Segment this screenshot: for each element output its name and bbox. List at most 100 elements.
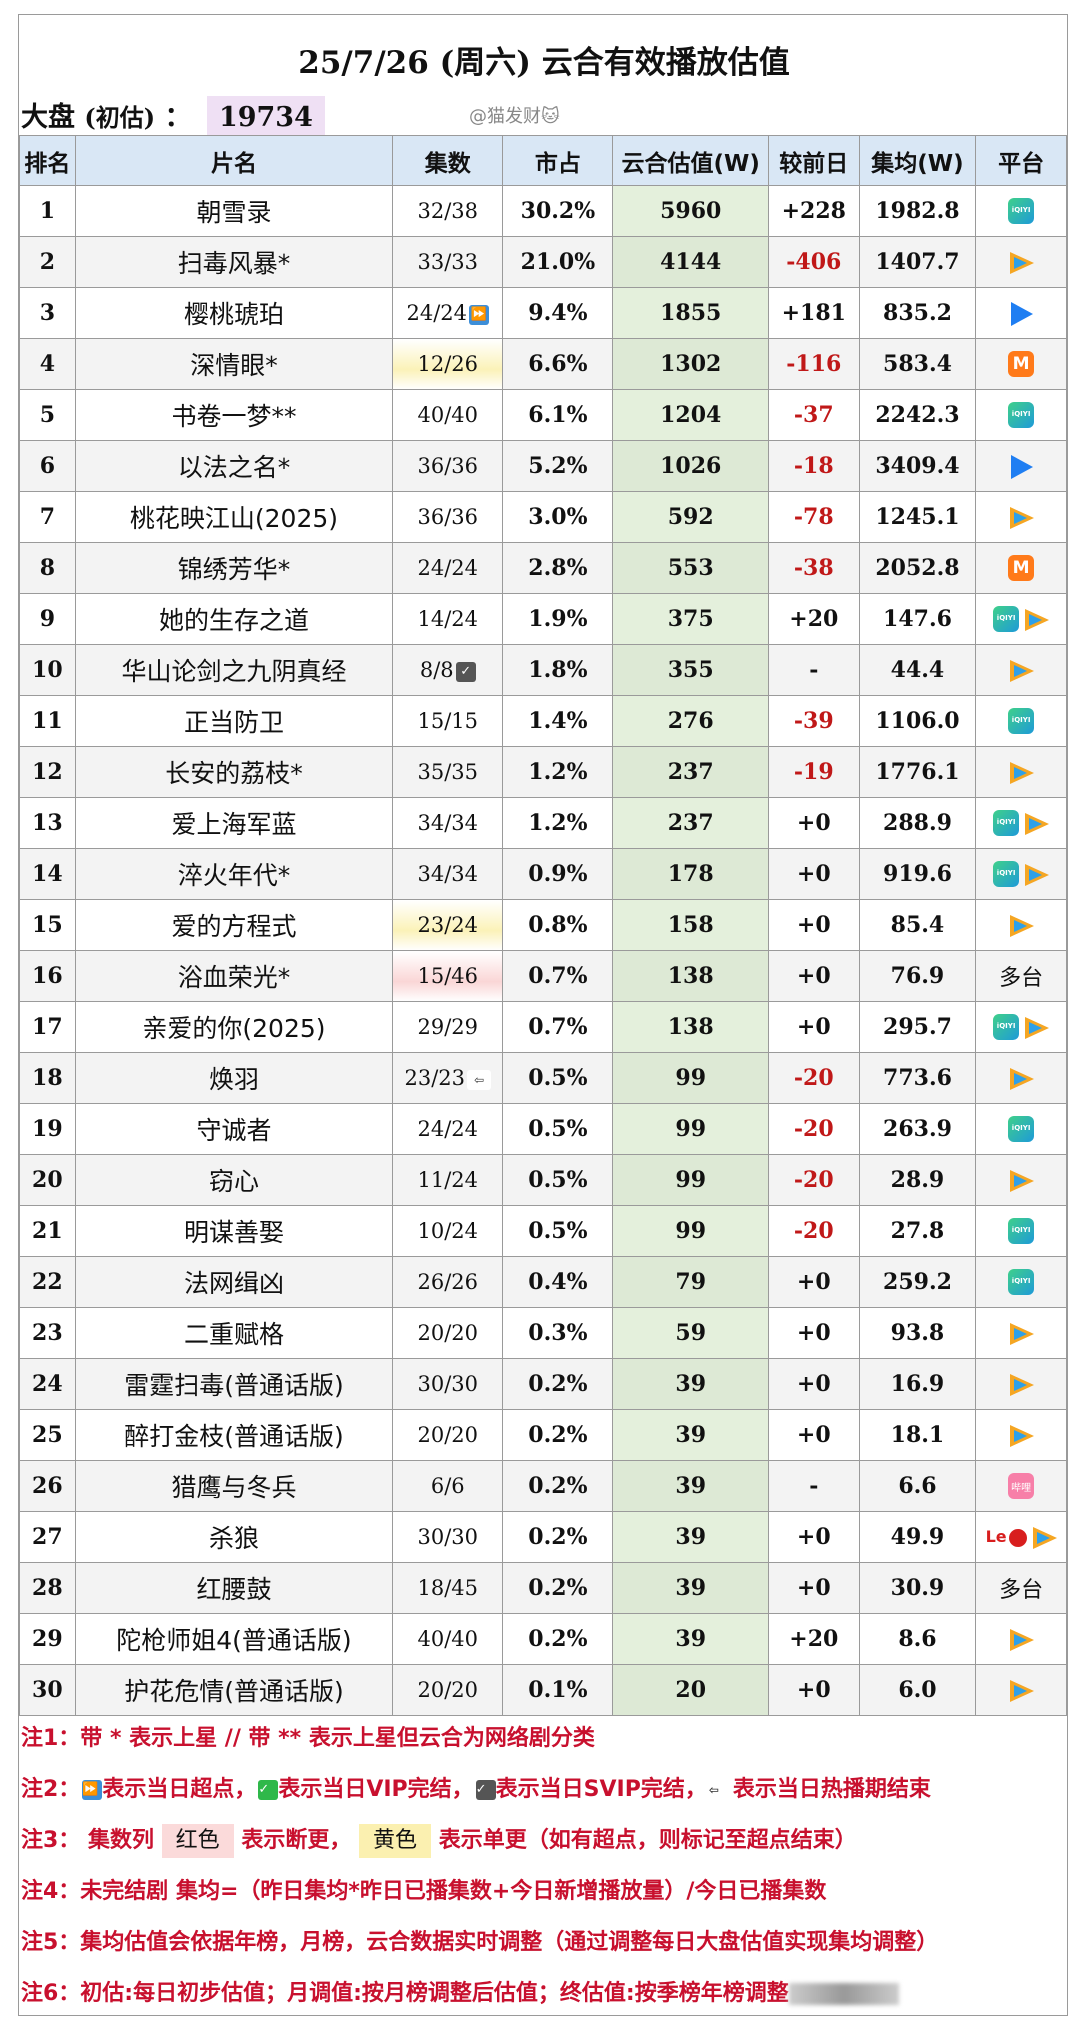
avg-cell: 1776.1 xyxy=(858,746,977,798)
share-cell: 1.8% xyxy=(502,644,614,696)
share-cell: 5.2% xyxy=(502,440,614,492)
table-row: 9 她的生存之道 14/24 1.9% 375 +20 147.6 xyxy=(19,593,1067,645)
episodes-cell: 34/34 xyxy=(392,797,504,849)
market-label: 大盘 xyxy=(21,102,75,133)
title-cell: 浴血荣光* xyxy=(74,950,394,1002)
change-cell: +20 xyxy=(767,1613,860,1665)
change-cell: -37 xyxy=(767,389,860,441)
estimate-cell: 5960 xyxy=(612,185,769,237)
estimate-cell: 39 xyxy=(612,1511,769,1563)
title-cell: 淬火年代* xyxy=(74,848,394,900)
change-cell: +0 xyxy=(767,1001,860,1053)
change-cell: -20 xyxy=(767,1103,860,1155)
episodes-cell: 30/30 xyxy=(392,1358,504,1410)
episodes-value: 15/46 xyxy=(417,964,479,988)
table-row: 25 醉打金枝(普通话版) 20/20 0.2% 39 +0 18.1 xyxy=(19,1409,1067,1461)
share-cell: 0.5% xyxy=(502,1154,614,1206)
change-cell: +0 xyxy=(767,1664,860,1716)
rank-cell: 23 xyxy=(19,1307,76,1359)
table-row: 17 亲爱的你(2025) 29/29 0.7% 138 +0 295.7 xyxy=(19,1001,1067,1053)
title-cell: 护花危情(普通话版) xyxy=(74,1664,394,1716)
rank-cell: 5 xyxy=(19,389,76,441)
table-row: 14 淬火年代* 34/34 0.9% 178 +0 919.6 xyxy=(19,848,1067,900)
title-cell: 二重赋格 xyxy=(74,1307,394,1359)
rank-cell: 13 xyxy=(19,797,76,849)
episodes-value: 14/24 xyxy=(417,607,479,631)
episodes-cell: 30/30 xyxy=(392,1511,504,1563)
rank-cell: 3 xyxy=(19,287,76,339)
tencent-video-icon xyxy=(1008,1065,1035,1091)
table-row: 6 以法之名* 36/36 5.2% 1026 -18 3409.4 xyxy=(19,440,1067,492)
share-cell: 0.2% xyxy=(502,1562,614,1614)
platform-cell xyxy=(975,542,1067,594)
title-cell: 焕羽 xyxy=(74,1052,394,1104)
episodes-value: 6/6 xyxy=(430,1474,465,1498)
share-cell: 0.2% xyxy=(502,1409,614,1461)
episodes-cell: 20/20 xyxy=(392,1664,504,1716)
tencent-video-icon xyxy=(1031,1524,1057,1550)
estimate-cell: 99 xyxy=(612,1205,769,1257)
platform-cell: Le xyxy=(975,1511,1067,1563)
tencent-video-icon xyxy=(1008,1677,1035,1703)
rank-cell: 6 xyxy=(19,440,76,492)
estimate-cell: 375 xyxy=(612,593,769,645)
avg-cell: 16.9 xyxy=(858,1358,977,1410)
tencent-video-icon xyxy=(1008,249,1035,275)
episodes-value: 36/36 xyxy=(417,505,479,529)
avg-cell: 919.6 xyxy=(858,848,977,900)
change-cell: +181 xyxy=(767,287,860,339)
platform-cell xyxy=(975,1307,1067,1359)
episodes-value: 23/24 xyxy=(417,913,479,937)
episodes-value: 35/35 xyxy=(417,760,479,784)
title-cell: 窃心 xyxy=(74,1154,394,1206)
episodes-value: 34/34 xyxy=(417,862,479,886)
note-5: 注5：集均估值会依据年榜，月榜，云合数据实时调整（通过调整每日大盘估值实现集均调… xyxy=(21,1930,939,1955)
rank-cell: 29 xyxy=(19,1613,76,1665)
estimate-cell: 592 xyxy=(612,491,769,543)
title-cell: 爱上海军蓝 xyxy=(74,797,394,849)
title-cell: 桃花映江山(2025) xyxy=(74,491,394,543)
avg-cell: 1982.8 xyxy=(858,185,977,237)
title-cell: 红腰鼓 xyxy=(74,1562,394,1614)
rank-cell: 26 xyxy=(19,1460,76,1512)
title-cell: 正当防卫 xyxy=(74,695,394,747)
note-3-tail: 表示单更（如有超点，则标记至超点结束） xyxy=(438,1828,857,1853)
tencent-video-icon xyxy=(1008,759,1035,785)
avg-cell: 44.4 xyxy=(858,644,977,696)
table-row: 7 桃花映江山(2025) 36/36 3.0% 592 -78 1245.1 xyxy=(19,491,1067,543)
change-cell: -18 xyxy=(767,440,860,492)
title-cell: 她的生存之道 xyxy=(74,593,394,645)
note-6-text: 注6：初估:每日初步估值；月调值:按月榜调整后估值；终估值:按季榜年榜调整 xyxy=(21,1981,789,2006)
table-row: 5 书卷一梦** 40/40 6.1% 1204 -37 2242.3 xyxy=(19,389,1067,441)
table-row: 29 陀枪师姐4(普通话版) 40/40 0.2% 39 +20 8.6 xyxy=(19,1613,1067,1665)
change-cell: +0 xyxy=(767,899,860,951)
title-cell: 猎鹰与冬兵 xyxy=(74,1460,394,1512)
rank-cell: 25 xyxy=(19,1409,76,1461)
estimate-cell: 39 xyxy=(612,1358,769,1410)
header-platform: 平台 xyxy=(975,135,1067,186)
share-cell: 0.1% xyxy=(502,1664,614,1716)
platform-cell xyxy=(975,746,1067,798)
rank-cell: 10 xyxy=(19,644,76,696)
episodes-cell: 34/34 xyxy=(392,848,504,900)
estimate-cell: 355 xyxy=(612,644,769,696)
episodes-value: 10/24 xyxy=(417,1219,479,1243)
title-cell: 锦绣芳华* xyxy=(74,542,394,594)
note-4: 注4：未完结剧 集均=（昨日集均*昨日已播集数+今日新增播放量）/今日已播集数 xyxy=(21,1879,827,1904)
share-cell: 0.5% xyxy=(502,1052,614,1104)
episodes-value: 24/24 xyxy=(417,556,479,580)
episodes-value: 24/24 xyxy=(406,301,468,325)
episodes-cell: 40/40 xyxy=(392,1613,504,1665)
market-colon: ： xyxy=(164,102,192,133)
change-cell: -20 xyxy=(767,1154,860,1206)
change-cell: -20 xyxy=(767,1052,860,1104)
share-cell: 0.7% xyxy=(502,1001,614,1053)
estimate-cell: 1302 xyxy=(612,338,769,390)
tencent-video-icon xyxy=(1023,861,1050,887)
table-row: 28 红腰鼓 18/45 0.2% 39 +0 30.9 多台 xyxy=(19,1562,1067,1614)
avg-cell: 76.9 xyxy=(858,950,977,1002)
estimate-cell: 158 xyxy=(612,899,769,951)
episodes-cell: 10/24 xyxy=(392,1205,504,1257)
iqiyi-icon xyxy=(1008,708,1035,734)
tencent-video-icon xyxy=(1008,1626,1035,1652)
